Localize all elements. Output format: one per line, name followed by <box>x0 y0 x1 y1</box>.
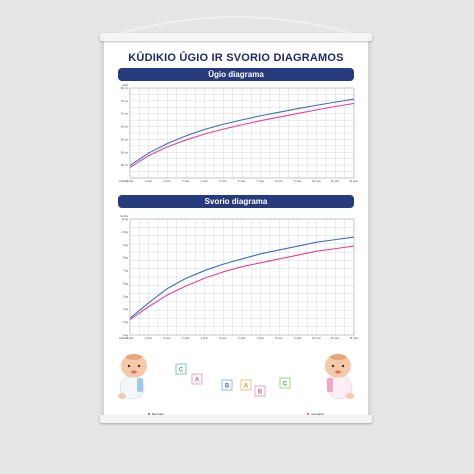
y-axis-label: Ūgis <box>122 84 128 87</box>
y-tick-label: 7 kg <box>123 269 128 273</box>
x-tick-label: 7 mėn. <box>257 179 265 183</box>
x-tick-label: 1 mėn. <box>145 179 153 183</box>
x-tick-label: 12 mėn. <box>349 336 359 340</box>
x-tick-label: 6 mėn. <box>238 179 246 183</box>
boy-legend-dot <box>148 413 150 415</box>
y-tick-label: 50 cm <box>121 163 128 167</box>
toy-block: C <box>175 363 187 375</box>
hanging-string <box>111 16 361 37</box>
svg-text:A: A <box>195 378 200 384</box>
x-tick-label: 11 mėn. <box>331 336 340 340</box>
y-tick-label: 2 kg <box>123 333 128 337</box>
x-tick-label: 11 mėn. <box>331 179 340 183</box>
y-tick-label: 80 cm <box>121 86 128 90</box>
svg-text:C: C <box>179 368 184 374</box>
x-tick-label: 2 mėn. <box>163 179 171 183</box>
x-tick-label: 10 mėn. <box>312 336 322 340</box>
x-tick-label: 3 mėn. <box>182 179 190 183</box>
boy-legend-label: Berniukų <box>152 412 164 416</box>
series-line-girls <box>129 102 355 168</box>
x-axis-label: Amžius <box>119 179 129 183</box>
poster-title: KŪDIKIO ŪGIO IR SVORIO DIAGRAMOS <box>128 52 344 64</box>
y-tick-label: 60 cm <box>121 137 128 141</box>
x-tick-label: 4 mėn. <box>201 336 209 340</box>
weight-chart: 2 kg 3 kg 4 kg 5 kg 6 kg 7 kg 8 kg 9 kg 10 kg 11 … <box>119 214 359 340</box>
x-tick-label: 1 mėn. <box>145 336 153 340</box>
x-tick-label: 5 mėn. <box>219 179 227 183</box>
x-tick-label: 9 mėn. <box>294 336 302 340</box>
toy-block: B <box>221 379 233 391</box>
grid <box>129 218 355 336</box>
y-axis-label: Svoris <box>120 214 128 218</box>
x-tick-label: 8 mėn. <box>275 336 283 340</box>
x-tick-label: 8 mėn. <box>275 179 283 183</box>
baby-boy-illustration <box>118 354 147 400</box>
y-tick-label: 75 cm <box>121 99 128 103</box>
svg-text:B: B <box>225 384 230 390</box>
height-chart-title: Ūgio diagrama <box>118 68 354 81</box>
y-tick-label: 4 kg <box>123 307 128 311</box>
y-tick-label: 3 kg <box>123 320 128 324</box>
series-line-girls <box>129 245 355 320</box>
toy-block: B <box>254 385 266 397</box>
y-tick-label: 5 kg <box>123 294 128 298</box>
x-tick-label: 12 mėn. <box>349 179 359 183</box>
girl-legend-label: mergaičių <box>311 412 324 416</box>
svg-text:B: B <box>258 390 263 396</box>
y-tick-label: 8 kg <box>123 256 128 260</box>
y-tick-label: 9 kg <box>123 243 128 247</box>
x-tick-label: 0 mėn. <box>126 179 134 183</box>
svg-text:C: C <box>283 382 288 388</box>
toy-block: C <box>279 377 291 389</box>
x-tick-label: 4 mėn. <box>201 179 209 183</box>
x-tick-label: 7 mėn. <box>257 336 265 340</box>
y-tick-label: 6 kg <box>123 281 128 285</box>
x-tick-label: 9 mėn. <box>294 179 302 183</box>
svg-text:A: A <box>244 384 249 390</box>
y-tick-label: 65 cm <box>121 125 128 129</box>
x-tick-label: 5 mėn. <box>219 336 227 340</box>
y-tick-label: 70 cm <box>121 112 128 116</box>
toy-block: A <box>191 373 203 385</box>
girl-legend-dot <box>307 413 309 415</box>
toy-block: A <box>240 379 252 391</box>
weight-chart-title: Svorio diagrama <box>118 195 354 208</box>
x-tick-label: 6 mėn. <box>238 336 246 340</box>
decoration-area: Berniukų mergaičių C A <box>118 354 354 416</box>
x-tick-label: 0 mėn. <box>126 336 134 340</box>
top-hanger-rod <box>100 33 372 41</box>
series-line-boys <box>129 98 355 166</box>
y-tick-label: 55 cm <box>121 150 128 154</box>
bottom-hanger-rod <box>100 415 372 423</box>
x-axis-label: Amžius <box>119 336 129 340</box>
baby-girl-illustration <box>325 354 354 400</box>
series-line-boys <box>129 236 355 319</box>
y-tick-label: 10 kg <box>122 230 129 234</box>
x-tick-label: 3 mėn. <box>182 336 190 340</box>
x-tick-label: 2 mėn. <box>163 336 171 340</box>
poster: KŪDIKIO ŪGIO IR SVORIO DIAGRAMOS Ūgio di… <box>104 38 368 418</box>
y-tick-label: 11 kg <box>122 217 129 221</box>
x-tick-label: 10 mėn. <box>312 179 322 183</box>
toy-blocks: C A B A B C <box>175 363 291 397</box>
